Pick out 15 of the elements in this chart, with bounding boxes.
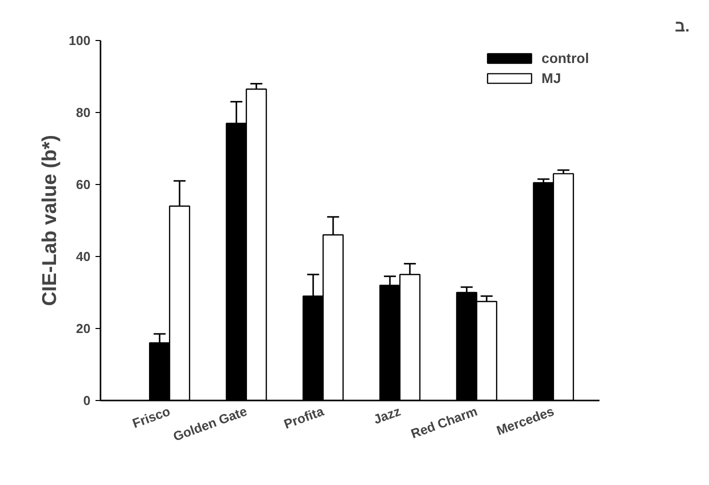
- y-tick-label: 80: [76, 105, 91, 120]
- y-tick-label: 40: [76, 249, 91, 264]
- y-tick-label: 100: [68, 33, 91, 48]
- legend-label: control: [542, 50, 589, 66]
- x-tick-label: Golden Gate: [171, 403, 249, 444]
- legend-label: MJ: [542, 70, 562, 86]
- y-axis-title: CIE-Lab value (b*): [38, 134, 61, 306]
- text: ב.: [674, 18, 690, 36]
- y-tick-label: 20: [76, 321, 91, 336]
- y-tick-label: 60: [76, 177, 91, 192]
- x-tick-label: Red Charm: [408, 403, 480, 442]
- x-tick-label: Profita: [282, 403, 326, 432]
- x-tick-label: Jazz: [372, 403, 403, 427]
- y-tick-label: 0: [83, 393, 91, 408]
- x-tick-label: Frisco: [130, 403, 172, 431]
